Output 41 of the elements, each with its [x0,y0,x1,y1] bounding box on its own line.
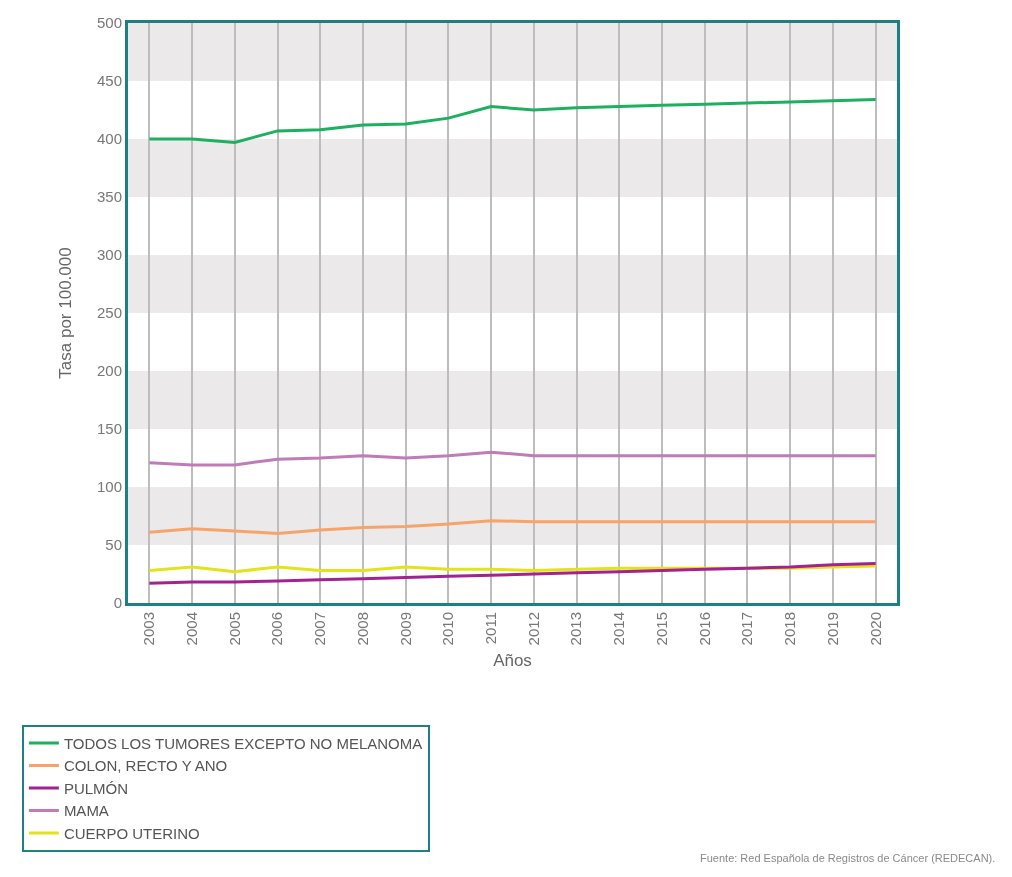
legend-label: MAMA [63,802,109,820]
x-tick-label: 2004 [182,612,200,646]
x-tick-label: 2009 [396,612,414,646]
y-tick-label: 250 [96,304,122,322]
x-tick-label: 2011 [482,612,500,645]
legend-label: TODOS LOS TUMORES EXCEPTO NO MELANOMA [63,734,423,752]
x-tick-label: 2020 [866,612,884,646]
y-tick-label: 0 [113,594,122,612]
y-tick-label: 200 [96,362,122,380]
y-tick-label: 500 [96,14,122,32]
legend-label: PULMÓN [63,779,129,797]
y-tick-label: 350 [96,188,122,206]
y-axis-title: Tasa por 100.000 [55,247,75,379]
x-tick-label: 2005 [225,612,243,646]
x-tick-label: 2010 [439,612,457,646]
x-tick-label: 2019 [823,612,841,646]
x-tick-label: 2007 [311,612,329,646]
x-tick-label: 2008 [353,612,371,646]
y-tick-label: 400 [96,130,122,148]
line-series [147,519,878,535]
x-tick-label: 2003 [140,612,158,646]
line-series [147,562,878,585]
x-tick-label: 2016 [695,612,713,646]
y-tick-label: 450 [96,72,122,90]
x-tick-label: 2015 [652,612,670,646]
y-tick-label: 100 [96,478,122,496]
legend-label: COLON, RECTO Y ANO [63,757,228,775]
x-tick-label: 2018 [781,612,799,646]
x-tick-label: 2017 [738,612,756,646]
y-tick-label: 300 [96,246,122,264]
source-note: Fuente: Red Española de Registros de Cáncer (REDECAN). [700,852,996,864]
x-tick-label: 2013 [567,612,585,646]
line-series [147,98,878,144]
x-tick-label: 2014 [610,612,628,646]
x-tick-label: 2012 [524,612,542,646]
y-tick-label: 50 [105,536,122,554]
line-series [147,450,878,467]
y-tick-label: 150 [96,420,122,438]
legend-label: CUERPO UTERINO [63,824,200,842]
x-axis-title: Años [493,651,532,670]
x-tick-label: 2006 [268,612,286,646]
